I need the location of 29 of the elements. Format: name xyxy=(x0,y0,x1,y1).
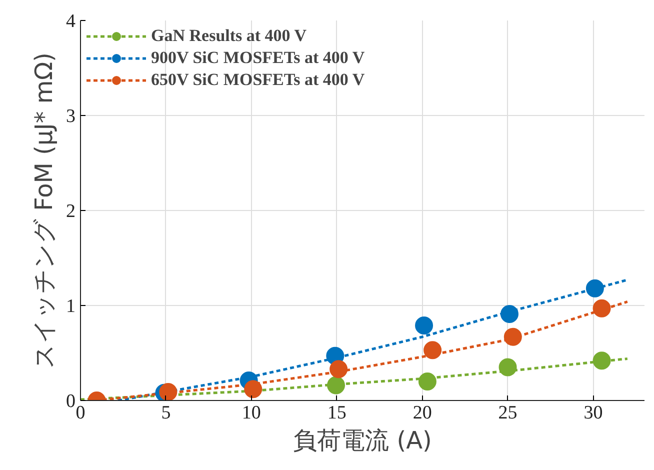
legend-label: 900V SiC MOSFETs at 400 V xyxy=(151,48,365,68)
point xyxy=(159,382,178,400)
point xyxy=(415,316,434,334)
point xyxy=(592,352,611,370)
point xyxy=(504,328,522,346)
point xyxy=(327,376,346,394)
y-tick-label: 3 xyxy=(66,106,76,127)
y-tick-label: 2 xyxy=(66,201,76,222)
line-series xyxy=(116,278,629,400)
x-tick-label: 10 xyxy=(242,402,261,424)
point xyxy=(500,305,518,324)
point xyxy=(592,299,611,318)
point xyxy=(498,358,517,376)
x-tick-label: 25 xyxy=(498,402,518,424)
x-tick-label: 30 xyxy=(584,402,603,424)
y-tick-label: 1 xyxy=(66,296,76,317)
legend-label: 650V SiC MOSFETs at 400 V xyxy=(151,70,365,90)
y-axis-title: スイッチング FoM (μJ* mΩ) xyxy=(30,52,58,369)
x-tick-label: 20 xyxy=(412,402,432,424)
legend-label: GaN Results at 400 V xyxy=(151,26,307,46)
x-axis-title: 負荷電流 (A) xyxy=(293,426,432,454)
x-tick-label: 15 xyxy=(327,402,346,424)
point xyxy=(424,341,442,360)
x-tick-label: 5 xyxy=(161,402,171,424)
point xyxy=(244,380,262,398)
point xyxy=(586,279,604,298)
point xyxy=(330,360,348,378)
point xyxy=(418,372,436,390)
y-tick-label: 4 xyxy=(66,11,76,32)
